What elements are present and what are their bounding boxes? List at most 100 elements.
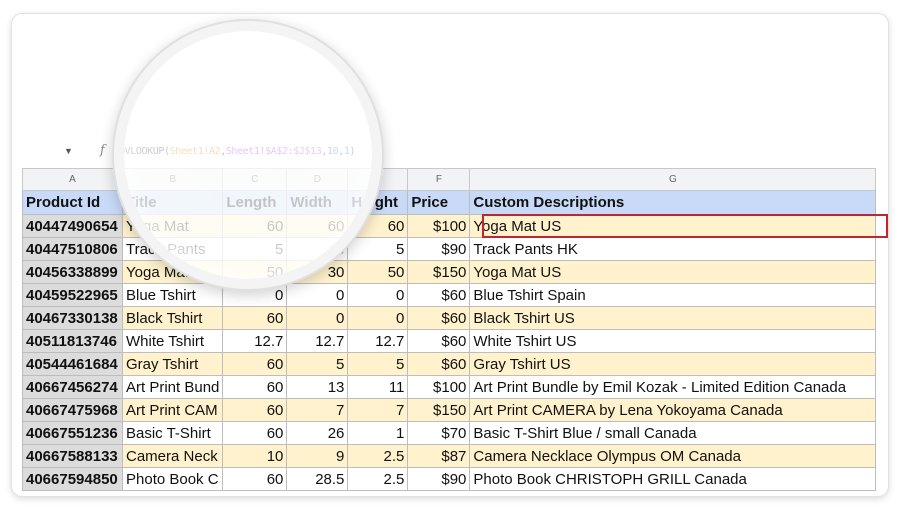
column-header-b[interactable]: B bbox=[121, 168, 224, 191]
cell-price[interactable]: $150 bbox=[407, 260, 471, 284]
cell-description[interactable]: Art Print CAMERA by Lena Yokoyama Canada bbox=[469, 398, 877, 422]
cell-height[interactable]: 0 bbox=[347, 283, 409, 307]
cell-length[interactable]: 10 bbox=[222, 444, 288, 468]
cell-width[interactable]: 26 bbox=[286, 421, 349, 445]
cell-price[interactable]: $100 bbox=[407, 214, 471, 238]
cell-price[interactable]: $87 bbox=[407, 444, 471, 468]
column-header-f[interactable]: F bbox=[407, 168, 471, 191]
cell-width[interactable]: 0 bbox=[286, 306, 349, 330]
cell-product-id[interactable]: 40447510806 bbox=[22, 237, 123, 261]
cell-product-id[interactable]: 40456338899 bbox=[22, 260, 123, 284]
cell-price[interactable]: $60 bbox=[407, 329, 471, 353]
cell-description[interactable]: Camera Necklace Olympus OM Canada bbox=[469, 444, 877, 468]
column-header-a[interactable]: A bbox=[22, 168, 123, 191]
cell-height[interactable]: 5 bbox=[347, 237, 409, 261]
header-height[interactable]: Height bbox=[347, 190, 409, 215]
cell-price[interactable]: $90 bbox=[407, 467, 471, 491]
cell-height[interactable]: 12.7 bbox=[347, 329, 409, 353]
cell-title[interactable]: Photo Book C bbox=[121, 467, 224, 491]
cell-description[interactable]: Gray Tshirt US bbox=[469, 352, 877, 376]
cell-width[interactable]: 28.5 bbox=[286, 467, 349, 491]
cell-title[interactable]: Basic T-Shirt bbox=[121, 421, 224, 445]
cell-length[interactable]: 5 bbox=[222, 237, 288, 261]
header-title[interactable]: Title bbox=[121, 190, 224, 215]
cell-length[interactable]: 50 bbox=[222, 260, 288, 284]
cell-product-id[interactable]: 40511813746 bbox=[22, 329, 123, 353]
cell-description[interactable]: Basic T-Shirt Blue / small Canada bbox=[469, 421, 877, 445]
cell-description[interactable]: Art Print Bundle by Emil Kozak - Limited… bbox=[469, 375, 877, 399]
cell-title[interactable]: Gray Tshirt bbox=[121, 352, 224, 376]
cell-length[interactable]: 60 bbox=[222, 306, 288, 330]
column-header-e[interactable]: E bbox=[347, 168, 409, 191]
header-price[interactable]: Price bbox=[407, 190, 471, 215]
cell-width[interactable]: 7 bbox=[286, 398, 349, 422]
cell-width[interactable]: 0 bbox=[286, 283, 349, 307]
cell-height[interactable]: 11 bbox=[347, 375, 409, 399]
cell-price[interactable]: $60 bbox=[407, 283, 471, 307]
cell-length[interactable]: 60 bbox=[222, 214, 288, 238]
cell-length[interactable]: 60 bbox=[222, 398, 288, 422]
cell-width[interactable]: 13 bbox=[286, 375, 349, 399]
cell-product-id[interactable]: 40667594850 bbox=[22, 467, 123, 491]
cell-width[interactable]: 5 bbox=[286, 237, 349, 261]
header-width[interactable]: Width bbox=[286, 190, 349, 215]
cell-product-id[interactable]: 40667475968 bbox=[22, 398, 123, 422]
cell-height[interactable]: 7 bbox=[347, 398, 409, 422]
column-header-c[interactable]: C bbox=[222, 168, 288, 191]
cell-length[interactable]: 0 bbox=[222, 283, 288, 307]
cell-price[interactable]: $60 bbox=[407, 352, 471, 376]
cell-title[interactable]: Track Pants bbox=[121, 237, 224, 261]
cell-description[interactable]: Yoga Mat US bbox=[469, 214, 877, 238]
column-header-g[interactable]: G bbox=[469, 168, 877, 191]
cell-height[interactable]: 0 bbox=[347, 306, 409, 330]
cell-title[interactable]: Art Print CAM bbox=[121, 398, 224, 422]
cell-price[interactable]: $70 bbox=[407, 421, 471, 445]
cell-width[interactable]: 9 bbox=[286, 444, 349, 468]
cell-product-id[interactable]: 40467330138 bbox=[22, 306, 123, 330]
cell-height[interactable]: 1 bbox=[347, 421, 409, 445]
cell-title[interactable]: Camera Neck bbox=[121, 444, 224, 468]
header-product-id[interactable]: Product Id bbox=[22, 190, 123, 215]
cell-title[interactable]: White Tshirt bbox=[121, 329, 224, 353]
cell-title[interactable]: Black Tshirt bbox=[121, 306, 224, 330]
cell-length[interactable]: 60 bbox=[222, 467, 288, 491]
cell-description[interactable]: Photo Book CHRISTOPH GRILL Canada bbox=[469, 467, 877, 491]
cell-title[interactable]: Art Print Bund bbox=[121, 375, 224, 399]
cell-height[interactable]: 2.5 bbox=[347, 444, 409, 468]
cell-title[interactable]: Blue Tshirt bbox=[121, 283, 224, 307]
cell-length[interactable]: 60 bbox=[222, 352, 288, 376]
formula-input[interactable]: =VLOOKUP(Sheet1!A2,Sheet1!$A$2:$J$13,10,… bbox=[119, 146, 356, 157]
cell-length[interactable]: 60 bbox=[222, 375, 288, 399]
cell-product-id[interactable]: 40544461684 bbox=[22, 352, 123, 376]
cell-height[interactable]: 50 bbox=[347, 260, 409, 284]
formula-bar[interactable]: ▼ f =VLOOKUP(Sheet1!A2,Sheet1!$A$2:$J$13… bbox=[12, 142, 888, 164]
cell-height[interactable]: 2.5 bbox=[347, 467, 409, 491]
cell-height[interactable]: 5 bbox=[347, 352, 409, 376]
cell-description[interactable]: Black Tshirt US bbox=[469, 306, 877, 330]
cell-width[interactable]: 5 bbox=[286, 352, 349, 376]
cell-description[interactable]: Track Pants HK bbox=[469, 237, 877, 261]
cell-width[interactable]: 12.7 bbox=[286, 329, 349, 353]
cell-price[interactable]: $150 bbox=[407, 398, 471, 422]
cell-price[interactable]: $60 bbox=[407, 306, 471, 330]
cell-product-id[interactable]: 40667551236 bbox=[22, 421, 123, 445]
cell-price[interactable]: $100 bbox=[407, 375, 471, 399]
cell-product-id[interactable]: 40667456274 bbox=[22, 375, 123, 399]
cell-length[interactable]: 12.7 bbox=[222, 329, 288, 353]
header-length[interactable]: Length bbox=[222, 190, 288, 215]
column-header-d[interactable]: D bbox=[286, 168, 349, 191]
cell-title[interactable]: Yoga Mat bbox=[121, 260, 224, 284]
cell-description[interactable]: Blue Tshirt Spain bbox=[469, 283, 877, 307]
cell-width[interactable]: 30 bbox=[286, 260, 349, 284]
cell-product-id[interactable]: 40459522965 bbox=[22, 283, 123, 307]
cell-product-id[interactable]: 40447490654 bbox=[22, 214, 123, 238]
cell-price[interactable]: $90 bbox=[407, 237, 471, 261]
cell-height[interactable]: 60 bbox=[347, 214, 409, 238]
header-custom-descriptions[interactable]: Custom Descriptions bbox=[469, 190, 877, 215]
cell-product-id[interactable]: 40667588133 bbox=[22, 444, 123, 468]
cell-description[interactable]: Yoga Mat US bbox=[469, 260, 877, 284]
cell-description[interactable]: White Tshirt US bbox=[469, 329, 877, 353]
cell-title[interactable]: Yoga Mat bbox=[121, 214, 224, 238]
dropdown-arrow-icon[interactable]: ▼ bbox=[64, 146, 73, 156]
cell-width[interactable]: 60 bbox=[286, 214, 349, 238]
